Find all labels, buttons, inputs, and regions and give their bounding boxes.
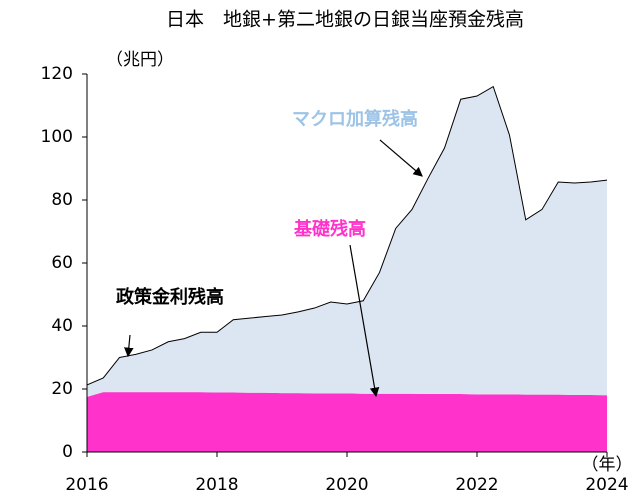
area-outline xyxy=(86,85,608,386)
x-axis-label: （年） xyxy=(582,455,633,475)
annotation: 政策金利残高 xyxy=(116,286,224,308)
y-tick-label: 0 xyxy=(62,442,73,462)
annotation-arrow xyxy=(379,139,423,177)
annotation-arrow xyxy=(349,244,380,398)
y-tick-label: 80 xyxy=(51,190,73,210)
y-tick-label: 40 xyxy=(51,316,73,336)
y-axis-label: （兆円） xyxy=(106,50,174,70)
area xyxy=(87,86,607,397)
chart-title: 日本 地銀+第二地銀の日銀当座預金残高 xyxy=(166,9,524,31)
x-tick-label: 2022 xyxy=(455,475,498,495)
y-tick-label: 100 xyxy=(41,127,73,147)
annotation: マクロ加算残高 xyxy=(292,108,418,130)
x-tick-label: 2024 xyxy=(585,475,628,495)
y-tick-label: 60 xyxy=(51,253,73,273)
annotation: 基礎残高 xyxy=(293,218,366,240)
y-tick-label: 20 xyxy=(51,379,73,399)
x-tick-label: 2018 xyxy=(195,475,238,495)
area xyxy=(87,392,607,452)
x-tick-label: 2020 xyxy=(325,475,368,495)
x-tick-label: 2016 xyxy=(65,475,108,495)
y-tick-label: 120 xyxy=(41,64,73,84)
annotation-arrow xyxy=(124,334,134,358)
